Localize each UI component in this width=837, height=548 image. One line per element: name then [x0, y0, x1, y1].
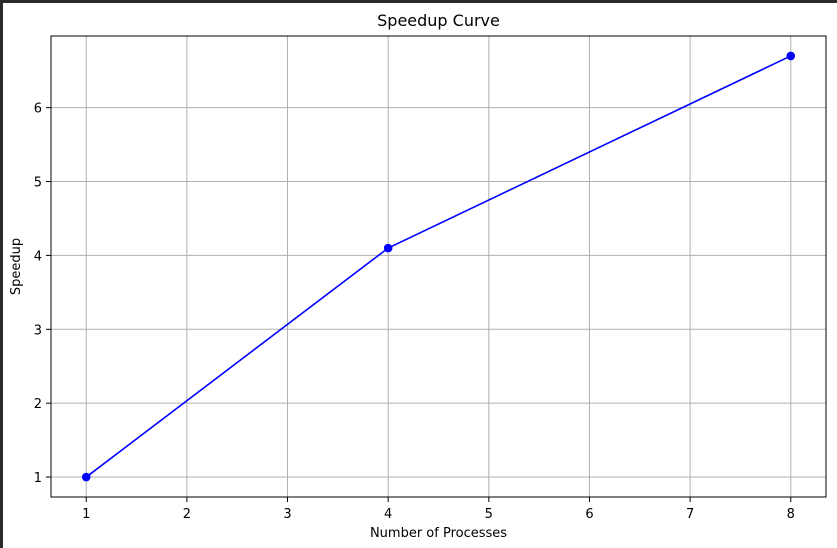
y-tick-label: 1: [34, 471, 42, 486]
data-point: [383, 243, 393, 253]
y-tick-label: 3: [34, 323, 42, 338]
y-tick-label: 2: [34, 397, 42, 412]
x-axis-label: Number of Processes: [370, 526, 507, 541]
y-axis-label: Speedup: [9, 238, 24, 295]
chart-title: Speedup Curve: [377, 11, 500, 30]
y-tick-label: 5: [34, 176, 42, 191]
y-tick-label: 6: [34, 102, 42, 117]
ticks: 1 2 3 4 5 6 7 8 1 2 3 4 5 6: [34, 102, 795, 522]
chart-svg: 1 2 3 4 5 6 7 8 1 2 3 4 5 6 Speedup Curve Number of P…: [9, 11, 827, 541]
data-point: [81, 472, 91, 482]
plot-frame: [50, 35, 827, 498]
data-point: [786, 51, 796, 61]
x-tick-label: 7: [686, 507, 694, 522]
chart-figure: 1 2 3 4 5 6 7 8 1 2 3 4 5 6 Speedup Curve Number of P…: [3, 3, 837, 548]
x-tick-label: 5: [485, 507, 493, 522]
x-tick-label: 6: [585, 507, 593, 522]
x-tick-label: 2: [183, 507, 191, 522]
series-line: [85, 55, 792, 478]
x-tick-label: 3: [283, 507, 291, 522]
x-tick-label: 8: [787, 507, 795, 522]
x-tick-label: 4: [384, 507, 392, 522]
y-tick-label: 4: [34, 249, 42, 264]
grid: [51, 36, 826, 497]
series: [81, 51, 796, 482]
x-tick-label: 1: [82, 507, 90, 522]
